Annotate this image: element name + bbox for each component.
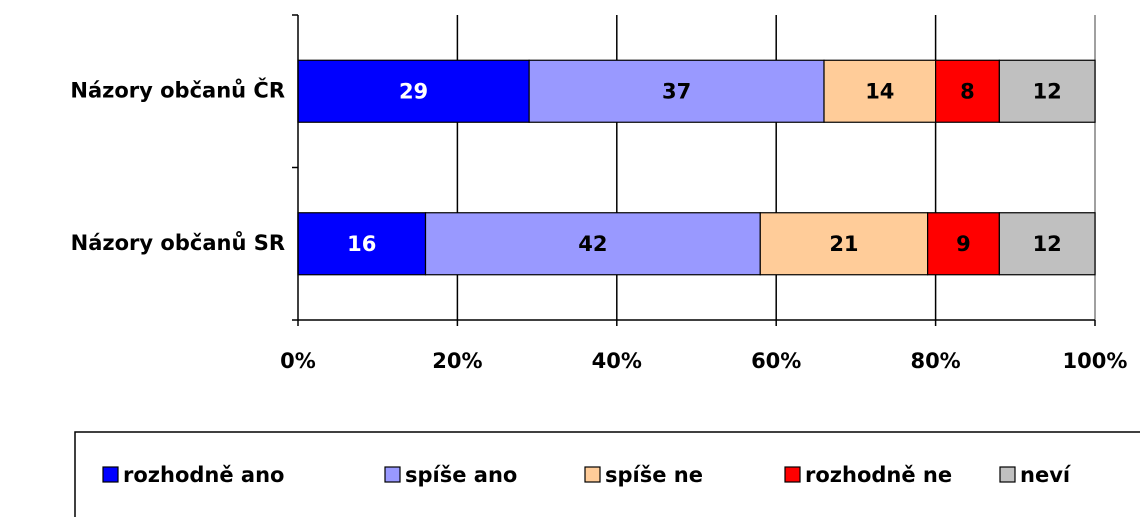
bar-label: 12 — [1033, 232, 1062, 256]
x-tick-label: 40% — [592, 349, 642, 373]
x-tick-label: 20% — [432, 349, 482, 373]
x-tick-label: 60% — [751, 349, 801, 373]
bar-segment — [934, 59, 1000, 123]
bar-segment — [297, 59, 530, 123]
x-tick-label: 0% — [280, 349, 316, 373]
legend-label: rozhodně ne — [805, 463, 952, 487]
legend-swatch — [384, 466, 401, 483]
bar-segment — [998, 212, 1096, 276]
legend-swatch — [999, 466, 1016, 483]
bar-label: 29 — [399, 79, 428, 103]
y-tick-label: Názory občanů SR — [71, 231, 285, 255]
y-tick-label: Názory občanů ČR — [70, 77, 285, 102]
bar-label: 42 — [578, 232, 607, 256]
bar-label: 8 — [960, 79, 975, 103]
legend-box — [74, 431, 1140, 517]
bar-segment — [528, 59, 825, 123]
bar-label: 21 — [829, 232, 858, 256]
legend-swatch — [102, 466, 119, 483]
bar-segment — [297, 212, 427, 276]
bar-segment — [927, 212, 1000, 276]
legend-label: rozhodně ano — [123, 463, 284, 487]
bar-label: 14 — [865, 79, 894, 103]
bar-segment — [823, 59, 937, 123]
legend-label: neví — [1020, 463, 1072, 487]
legend-swatch — [784, 466, 801, 483]
legend-swatch — [584, 466, 601, 483]
x-tick-label: 100% — [1063, 349, 1128, 373]
bar-segment — [998, 59, 1096, 123]
bar-label: 9 — [956, 232, 971, 256]
bar-label: 16 — [347, 232, 376, 256]
legend-label: spíše ne — [605, 463, 703, 487]
x-tick-label: 80% — [910, 349, 960, 373]
bar-label: 37 — [662, 79, 691, 103]
legend-label: spíše ano — [405, 463, 517, 487]
bar-segment — [424, 212, 761, 276]
bar-label: 12 — [1033, 79, 1062, 103]
bar-segment — [759, 212, 929, 276]
